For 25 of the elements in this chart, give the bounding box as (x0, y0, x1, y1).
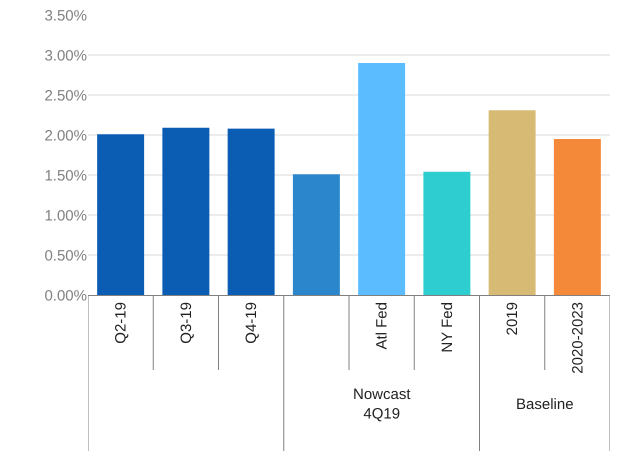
y-tick-label: 3.50% (44, 7, 87, 24)
bar (488, 110, 536, 295)
bar (554, 139, 601, 295)
x-tick-label: NY Fed (438, 302, 456, 353)
text: Nowcast 4Q19 (353, 386, 412, 422)
x-tick-label: Q4-19 (243, 302, 260, 344)
y-tick-label: 1.50% (44, 167, 87, 184)
bar (97, 134, 144, 295)
bar (292, 174, 340, 295)
y-tick-label: 1.00% (44, 207, 87, 224)
y-tick-label: 2.50% (44, 87, 87, 104)
text: Baseline (516, 396, 574, 413)
y-tick-label: 3.00% (44, 47, 87, 64)
x-tick-label: 2019 (504, 302, 522, 336)
bar (423, 172, 470, 295)
y-tick-label: 0.00% (44, 287, 87, 304)
y-tick-label: 0.50% (44, 247, 87, 264)
y-tick-label: 2.00% (44, 127, 87, 144)
bar (162, 128, 210, 295)
x-tick-label: 2020-2023 (569, 302, 586, 374)
x-tick-label: Atl Fed (374, 302, 391, 350)
bar (228, 128, 275, 295)
x-tick-label: Q3-19 (178, 302, 195, 344)
bar (358, 63, 406, 295)
x-tick-label: Q2-19 (112, 302, 130, 344)
